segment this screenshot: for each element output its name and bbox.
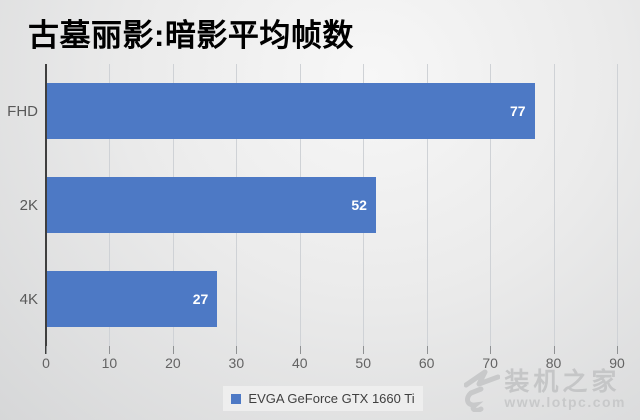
x-axis-tick [426,346,428,354]
watermark-url: www.lotpc.com [504,393,626,410]
bar-4k: 27 [46,271,218,327]
x-axis-tick-label: 80 [545,355,562,371]
gridline [617,64,618,346]
category-label: 4K [19,290,38,308]
x-axis-tick [46,346,47,354]
category-label: FHD [7,102,38,120]
x-axis-tick-label: 60 [418,355,435,371]
bar-2k: 52 [46,177,376,233]
category-label: 2K [19,196,38,214]
x-axis-tick-label: 70 [482,355,498,371]
x-axis-tick-label: 0 [42,355,50,371]
x-axis-tick [236,346,238,354]
x-axis-tick [299,346,301,354]
watermark: 装机之家 www.lotpc.com [464,368,626,412]
plot-area: 77 52 27 [46,64,618,346]
lotpc-logo-icon [464,369,501,412]
bar-row: 52 [46,158,617,252]
bar-value-label: 77 [509,103,526,119]
x-axis-tick [363,346,365,354]
legend: EVGA GeForce GTX 1660 Ti [223,386,423,411]
bar-row: 77 [46,64,617,158]
bar-value-label: 27 [192,291,209,307]
bar-row: 27 [46,252,617,346]
x-axis-tick [490,346,492,354]
x-axis-tick-label: 20 [165,355,181,371]
gridline [426,64,428,346]
watermark-site-name: 装机之家 [504,367,621,396]
gridline [490,64,492,346]
watermark-text: 装机之家 www.lotpc.com [504,367,626,410]
x-axis-tick-label: 50 [355,355,372,371]
gridline [553,64,555,346]
x-axis-tick [172,346,174,354]
chart-title: 古墓丽影:暗影平均帧数 [28,18,354,53]
x-axis-tick-label: 30 [228,355,245,371]
x-axis-tick [553,346,555,354]
x-axis-tick [109,346,111,354]
y-axis-category-labels: FHD 2K 4K [0,64,38,346]
x-axis-tick [617,346,618,354]
y-axis-line [45,64,47,354]
bar-series: 77 52 27 [46,64,617,346]
x-axis-tick-label: 40 [291,355,308,371]
x-axis-ticks [46,346,618,354]
bar-value-label: 52 [351,197,367,213]
legend-swatch-icon [231,393,242,404]
bar-fhd: 77 [46,83,535,139]
x-axis-tick-label: 10 [101,355,118,371]
legend-label: EVGA GeForce GTX 1660 Ti [248,391,415,406]
x-axis-tick-labels: 0 10 20 30 40 50 60 70 80 90 [42,355,625,373]
x-axis-tick-label: 90 [609,355,625,371]
